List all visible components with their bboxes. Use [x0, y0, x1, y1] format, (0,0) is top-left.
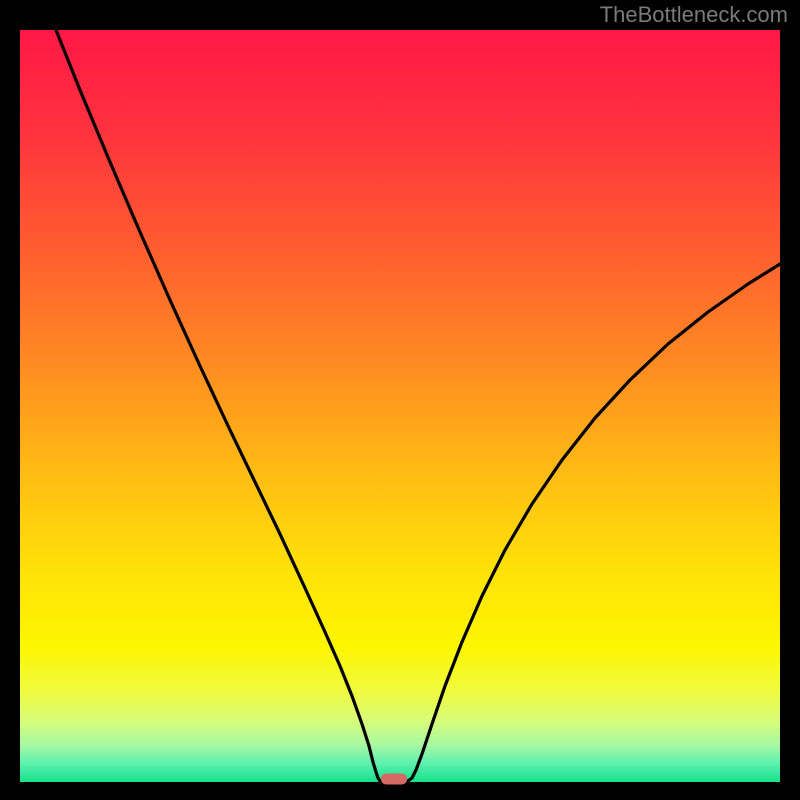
optimum-marker: [381, 774, 407, 785]
chart-frame: TheBottleneck.com: [0, 0, 800, 800]
curve-layer: [20, 30, 780, 782]
watermark-text: TheBottleneck.com: [600, 2, 788, 28]
bottleneck-curve: [56, 30, 780, 781]
plot-area: [20, 30, 780, 782]
